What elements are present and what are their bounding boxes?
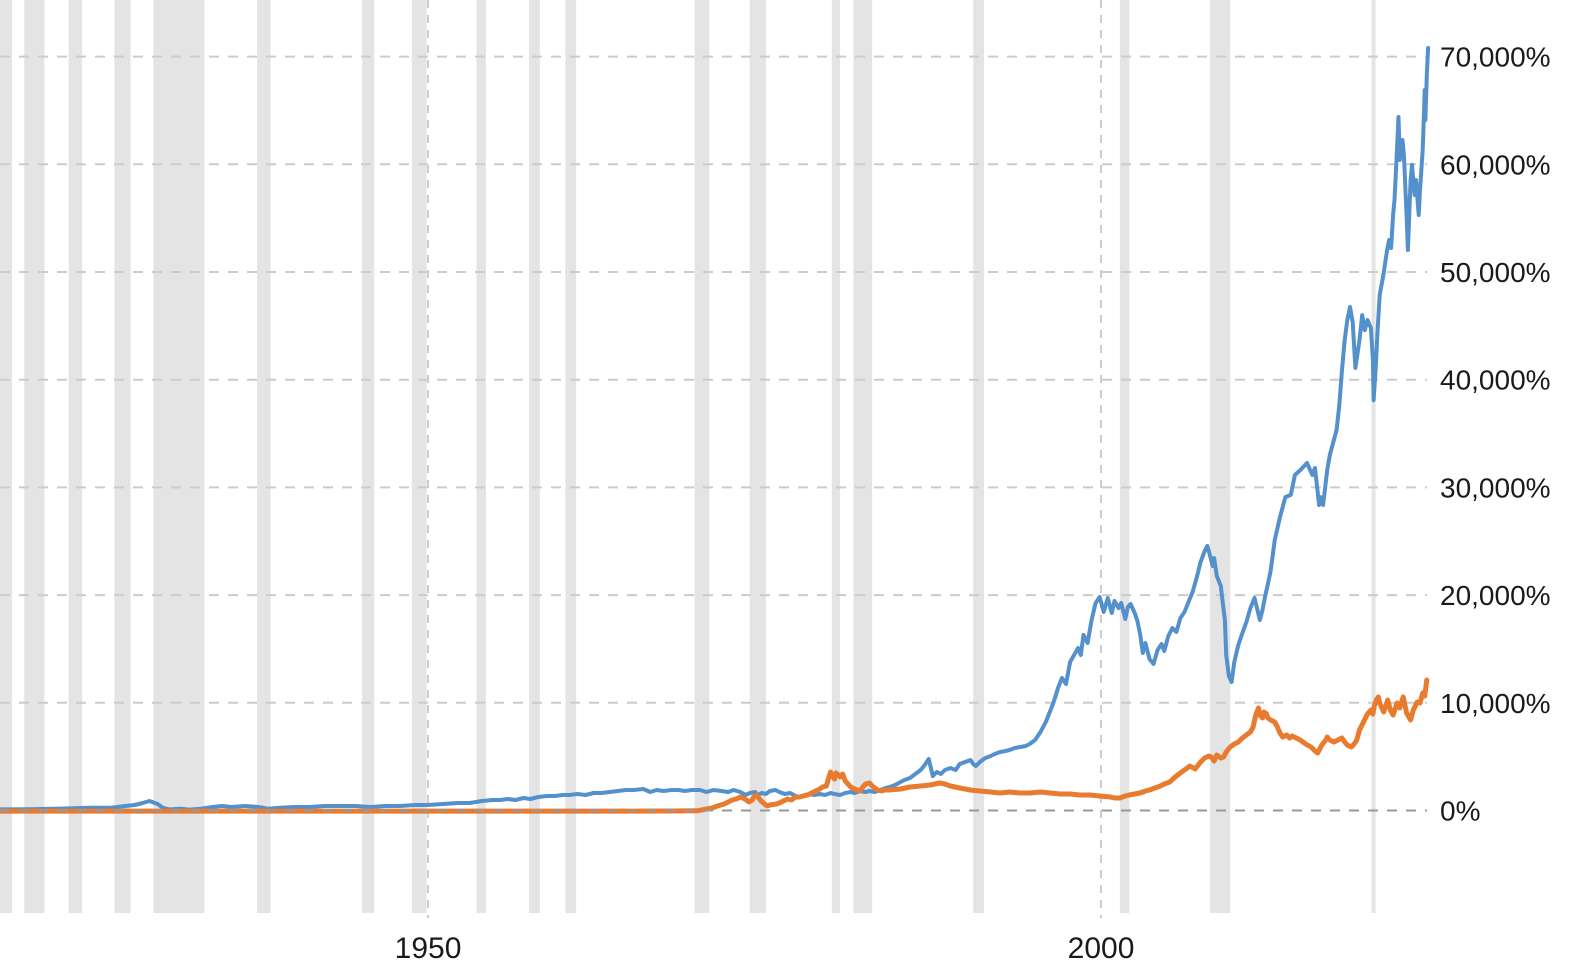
recession-band [853, 0, 873, 913]
recession-band [529, 0, 540, 913]
recession-band [831, 0, 840, 913]
recession-band [0, 0, 13, 913]
recession-band [973, 0, 984, 913]
series-line-orange [0, 677, 1430, 814]
recession-band [1371, 0, 1376, 913]
recession-band [476, 0, 486, 913]
recession-band [68, 0, 83, 913]
x-tick-label: 2000 [1068, 932, 1135, 965]
y-tick-label: 50,000% [1440, 257, 1551, 288]
series-line-blue [0, 46, 1431, 812]
y-tick-label: 20,000% [1440, 580, 1551, 611]
recession-band [1119, 0, 1130, 913]
y-tick-label: 40,000% [1440, 365, 1551, 396]
recession-band [694, 0, 710, 913]
recession-band [749, 0, 766, 913]
x-tick-label: 1950 [395, 932, 462, 965]
recession-band [411, 0, 427, 913]
recession-band [1210, 0, 1231, 913]
y-tick-label: 0% [1440, 796, 1480, 827]
recession-band [153, 0, 205, 913]
recession-band [362, 0, 375, 913]
y-tick-label: 10,000% [1440, 688, 1551, 719]
recession-band [257, 0, 271, 913]
y-tick-label: 60,000% [1440, 149, 1551, 180]
recession-band [565, 0, 577, 913]
recession-band [114, 0, 131, 913]
y-tick-label: 30,000% [1440, 472, 1551, 503]
recession-band [24, 0, 45, 913]
y-tick-label: 70,000% [1440, 42, 1551, 73]
